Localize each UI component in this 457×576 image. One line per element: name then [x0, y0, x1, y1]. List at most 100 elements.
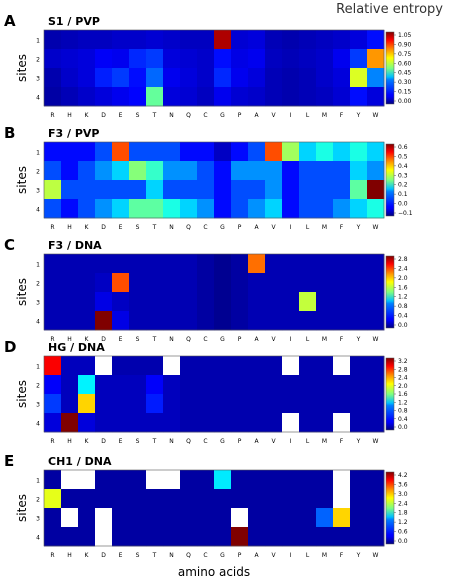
heat-cell — [163, 375, 181, 395]
heat-cell — [333, 87, 351, 107]
heat-cell — [180, 49, 198, 69]
x-tick-label: P — [238, 336, 242, 343]
heat-cell — [180, 199, 198, 219]
x-tick-label: N — [169, 552, 174, 559]
heat-cell — [282, 87, 300, 107]
heat-cell — [248, 394, 266, 414]
heat-cell — [61, 292, 79, 312]
heat-cell — [78, 180, 96, 200]
y-tick-label: 2 — [36, 383, 40, 390]
heat-cell — [316, 142, 334, 162]
heat-cell — [265, 311, 283, 331]
heat-cell — [231, 292, 249, 312]
heat-cell — [129, 68, 147, 88]
heat-cell — [163, 199, 181, 219]
heat-cell — [112, 180, 130, 200]
x-tick-label: R — [50, 438, 54, 445]
y-axis-label: sites — [15, 494, 29, 522]
heat-cell — [333, 375, 351, 395]
heat-cell — [129, 489, 147, 509]
heat-cell — [367, 161, 385, 181]
heat-cell — [231, 527, 249, 547]
heat-cell — [146, 375, 164, 395]
heat-cell — [129, 375, 147, 395]
colorbar-tick-label: 2.8 — [398, 256, 408, 263]
y-tick-label: 4 — [36, 421, 40, 428]
heat-cell — [299, 413, 317, 433]
heat-cell — [265, 375, 283, 395]
heat-cell — [316, 311, 334, 331]
heat-cell — [95, 161, 113, 181]
heat-cell — [333, 49, 351, 69]
heat-cell — [129, 413, 147, 433]
x-tick-label: S — [136, 224, 140, 231]
heat-cell — [333, 292, 351, 312]
heat-cell — [95, 413, 113, 433]
heat-cell — [44, 68, 62, 88]
heat-cell — [44, 311, 62, 331]
heat-cell — [146, 273, 164, 293]
x-tick-label: C — [203, 224, 207, 231]
x-tick-label: T — [152, 438, 157, 445]
heat-cell — [95, 68, 113, 88]
heat-cell — [367, 394, 385, 414]
colorbar-tick-label: 0.3 — [398, 172, 408, 179]
x-tick-label: G — [220, 438, 225, 445]
x-tick-label: Q — [186, 438, 191, 445]
heat-cell — [146, 470, 164, 490]
heat-cell — [299, 292, 317, 312]
heat-cell — [316, 87, 334, 107]
heat-cell — [248, 527, 266, 547]
heat-cell — [61, 356, 79, 376]
heat-cell — [163, 413, 181, 433]
heat-cell — [316, 470, 334, 490]
heat-cell — [180, 311, 198, 331]
x-tick-label: S — [136, 438, 140, 445]
heat-cell — [180, 508, 198, 528]
heat-cell — [248, 180, 266, 200]
heat-cell — [78, 142, 96, 162]
x-tick-label: F — [340, 112, 344, 119]
colorbar-tick-label: 2.4 — [398, 375, 408, 382]
x-tick-label: T — [152, 552, 157, 559]
heat-cell — [61, 87, 79, 107]
heat-cell — [163, 87, 181, 107]
heat-cell — [95, 273, 113, 293]
heat-cell — [180, 161, 198, 181]
heat-cell — [316, 161, 334, 181]
heat-cell — [95, 292, 113, 312]
x-tick-label: Y — [356, 224, 361, 231]
heat-cell — [367, 142, 385, 162]
heat-cell — [95, 489, 113, 509]
colorbar-tick-label: 0.15 — [398, 89, 412, 96]
heat-cell — [248, 292, 266, 312]
panel-letter: E — [4, 452, 14, 470]
heat-cell — [299, 375, 317, 395]
x-tick-label: I — [290, 112, 292, 119]
heat-cell — [180, 489, 198, 509]
heat-cell — [112, 311, 130, 331]
heat-cell — [197, 180, 215, 200]
heat-cell — [299, 161, 317, 181]
x-tick-label: V — [271, 224, 276, 231]
heat-cell — [95, 375, 113, 395]
heat-cell — [197, 68, 215, 88]
x-tick-label: M — [322, 336, 327, 343]
heat-cell — [299, 87, 317, 107]
colorbar — [385, 31, 395, 105]
heat-cell — [350, 489, 368, 509]
heat-cell — [180, 142, 198, 162]
heat-cell — [163, 68, 181, 88]
heat-cell — [197, 489, 215, 509]
heat-cell — [248, 30, 266, 50]
y-tick-label: 4 — [36, 95, 40, 102]
y-tick-label: 2 — [36, 281, 40, 288]
heat-cell — [78, 375, 96, 395]
x-tick-label: P — [238, 112, 242, 119]
heat-cell — [129, 30, 147, 50]
heat-cell — [44, 142, 62, 162]
heat-cell — [44, 49, 62, 69]
heat-cell — [163, 508, 181, 528]
heat-cell — [78, 413, 96, 433]
heat-cell — [44, 87, 62, 107]
